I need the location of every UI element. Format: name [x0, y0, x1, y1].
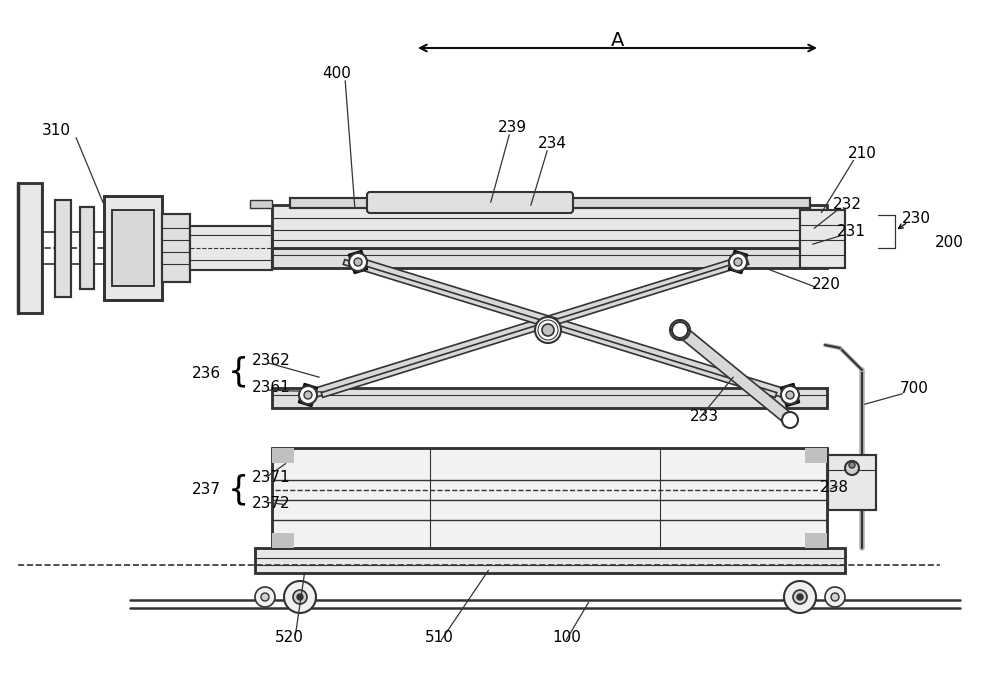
- Circle shape: [542, 324, 554, 336]
- Bar: [290, 198, 810, 208]
- Bar: [190, 226, 272, 270]
- FancyBboxPatch shape: [367, 192, 573, 213]
- Bar: [272, 205, 827, 248]
- Bar: [828, 455, 876, 510]
- Circle shape: [831, 593, 839, 601]
- Bar: [805, 533, 827, 548]
- Circle shape: [354, 258, 362, 266]
- Circle shape: [261, 593, 269, 601]
- Circle shape: [672, 322, 688, 338]
- Text: 520: 520: [275, 631, 304, 645]
- Circle shape: [349, 253, 367, 271]
- Polygon shape: [780, 383, 800, 406]
- Circle shape: [781, 386, 799, 404]
- Text: 2371: 2371: [252, 470, 291, 484]
- Text: 239: 239: [498, 119, 527, 135]
- Text: 700: 700: [900, 381, 929, 395]
- Circle shape: [845, 461, 859, 475]
- Polygon shape: [357, 258, 791, 399]
- Bar: [104, 196, 162, 300]
- Text: 230: 230: [902, 210, 931, 226]
- Circle shape: [729, 253, 747, 271]
- Text: 2372: 2372: [252, 496, 291, 510]
- Text: 2361: 2361: [252, 379, 291, 395]
- Circle shape: [734, 258, 742, 266]
- Bar: [800, 210, 845, 268]
- Bar: [104, 196, 162, 300]
- Circle shape: [304, 391, 312, 399]
- Bar: [55, 200, 71, 297]
- Text: A: A: [611, 31, 625, 49]
- Polygon shape: [298, 383, 318, 406]
- Bar: [272, 205, 827, 248]
- Circle shape: [676, 326, 684, 334]
- Bar: [255, 548, 845, 573]
- Bar: [112, 210, 154, 286]
- Circle shape: [782, 412, 798, 428]
- Circle shape: [786, 391, 794, 399]
- Circle shape: [255, 587, 275, 607]
- Text: 510: 510: [425, 631, 454, 645]
- Bar: [162, 214, 190, 282]
- Bar: [272, 248, 827, 268]
- Bar: [162, 214, 190, 282]
- Text: {: {: [227, 473, 249, 507]
- Bar: [250, 200, 272, 208]
- Polygon shape: [676, 325, 794, 424]
- Circle shape: [299, 386, 317, 404]
- Bar: [272, 388, 827, 408]
- Bar: [112, 210, 154, 286]
- Text: 220: 220: [812, 277, 841, 291]
- Bar: [255, 548, 845, 573]
- Bar: [80, 207, 94, 289]
- Circle shape: [284, 581, 316, 613]
- Polygon shape: [728, 250, 748, 274]
- Text: 238: 238: [820, 480, 849, 494]
- Text: 232: 232: [833, 197, 862, 211]
- Text: 237: 237: [192, 482, 221, 498]
- Bar: [55, 200, 71, 297]
- Circle shape: [825, 587, 845, 607]
- Polygon shape: [343, 259, 777, 397]
- Bar: [80, 207, 94, 289]
- Bar: [805, 448, 827, 463]
- Bar: [828, 455, 876, 510]
- Text: 234: 234: [538, 135, 567, 151]
- Text: {: {: [227, 355, 249, 388]
- Polygon shape: [321, 259, 749, 397]
- Circle shape: [297, 594, 303, 600]
- Text: 200: 200: [935, 234, 964, 250]
- Bar: [190, 226, 272, 270]
- Bar: [18, 183, 42, 313]
- Polygon shape: [307, 258, 739, 399]
- Text: 310: 310: [42, 123, 71, 137]
- Circle shape: [793, 590, 807, 604]
- Bar: [800, 210, 845, 268]
- Text: 400: 400: [322, 66, 351, 80]
- Text: 2362: 2362: [252, 353, 291, 367]
- Bar: [272, 388, 827, 408]
- Text: 231: 231: [837, 224, 866, 238]
- Bar: [272, 448, 827, 548]
- Bar: [290, 198, 810, 208]
- Text: 233: 233: [690, 408, 719, 424]
- Polygon shape: [348, 250, 368, 274]
- Bar: [18, 183, 42, 313]
- Text: 210: 210: [848, 146, 877, 160]
- Text: 100: 100: [552, 631, 581, 645]
- Bar: [272, 448, 294, 463]
- Bar: [272, 533, 294, 548]
- Bar: [272, 448, 827, 548]
- Circle shape: [797, 594, 803, 600]
- Circle shape: [670, 320, 690, 340]
- Circle shape: [849, 462, 855, 468]
- Circle shape: [784, 581, 816, 613]
- Circle shape: [535, 317, 561, 343]
- Circle shape: [293, 590, 307, 604]
- Text: 236: 236: [192, 365, 221, 381]
- Bar: [272, 248, 827, 268]
